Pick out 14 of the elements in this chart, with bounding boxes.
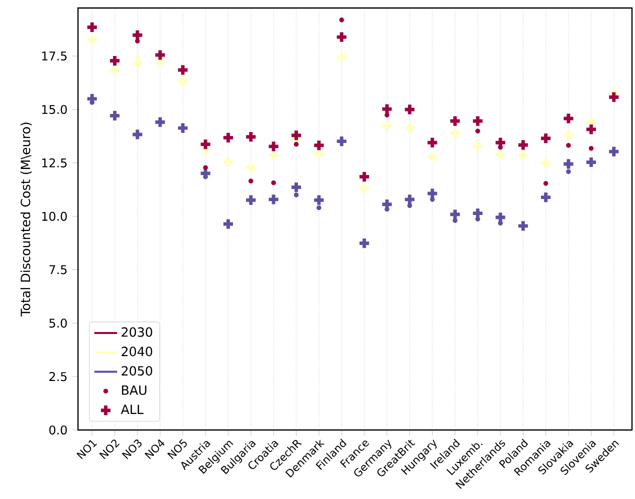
legend-label: 2040 xyxy=(122,346,152,356)
y-tick-label: 2.5 xyxy=(49,372,67,382)
legend-label: 2050 xyxy=(122,366,152,376)
y-tick-label: 0.0 xyxy=(49,425,67,435)
y-tick-label: 7.5 xyxy=(50,265,67,274)
y-axis-title: Total Discounted Cost (M\euro) xyxy=(20,122,32,316)
y-tick-label: 5.0 xyxy=(49,318,67,328)
legend-label: 2030 xyxy=(122,327,152,337)
legend-label: ALL xyxy=(120,404,144,414)
legend-label: BAU xyxy=(122,385,146,395)
y-tick-label: 12.5 xyxy=(42,158,67,168)
y-tick-label: 10.0 xyxy=(42,212,67,221)
y-tick-label: 15.0 xyxy=(42,104,67,114)
y-tick-label: 17.5 xyxy=(42,52,67,61)
